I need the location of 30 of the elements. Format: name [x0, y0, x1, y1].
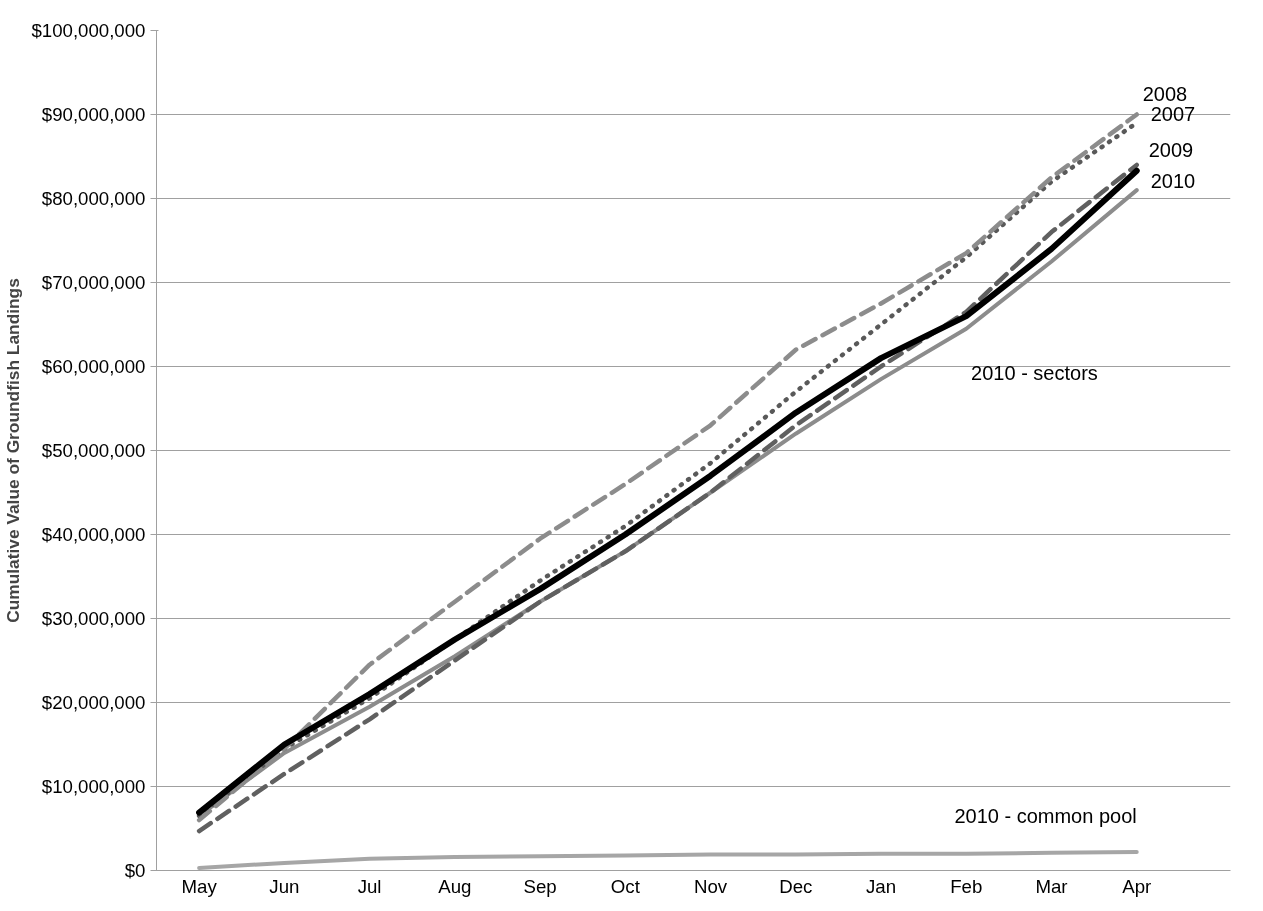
y-tick-label: $40,000,000 — [41, 524, 146, 545]
x-tick-label: Mar — [1035, 875, 1068, 897]
y-tick-label: $30,000,000 — [41, 608, 146, 629]
x-tick-label: Oct — [610, 875, 641, 897]
x-tick-label: Dec — [779, 875, 813, 897]
y-tick-label: $50,000,000 — [41, 440, 146, 461]
series-label: 2010 - common pool — [954, 805, 1137, 828]
y-tick-label: $20,000,000 — [41, 692, 146, 713]
series-label: 2010 — [1150, 169, 1196, 192]
series-label: 2010 - sectors — [971, 361, 1098, 384]
y-tick-label: $10,000,000 — [41, 776, 146, 797]
x-tick-label: Jan — [865, 875, 897, 897]
y-tick-label: $70,000,000 — [41, 272, 146, 293]
y-axis-title: Cumulative Value of Groundfish Landings — [3, 278, 24, 623]
x-tick-label: Nov — [693, 875, 728, 897]
x-tick-label: Apr — [1122, 875, 1152, 897]
y-tick-label: $60,000,000 — [41, 356, 146, 377]
x-tick-label: Jul — [357, 875, 382, 897]
x-tick-label: Sep — [523, 875, 557, 897]
series-label: 2008 — [1142, 82, 1188, 105]
y-tick-label: $80,000,000 — [41, 188, 146, 209]
series-label: 2009 — [1148, 138, 1194, 161]
x-tick-label: Aug — [438, 875, 472, 897]
x-tick-label: May — [181, 875, 218, 897]
x-tick-label: Jun — [269, 875, 300, 897]
y-tick-label: $0 — [124, 860, 146, 881]
y-tick-label: $90,000,000 — [41, 104, 146, 125]
y-tick-label: $100,000,000 — [31, 20, 146, 41]
series-label: 2007 — [1150, 102, 1196, 125]
x-tick-label: Feb — [950, 875, 983, 897]
